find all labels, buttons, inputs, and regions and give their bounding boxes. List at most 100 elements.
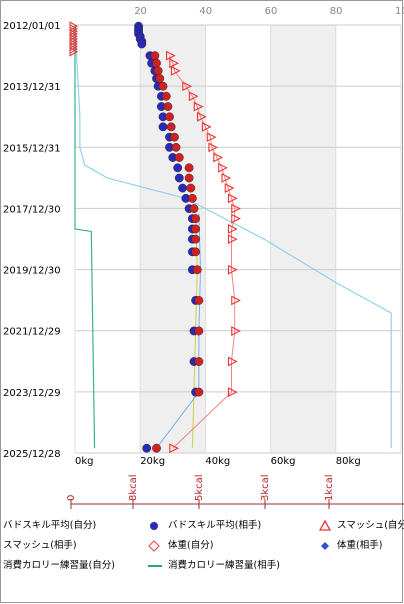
legend-label: バドスキル平均(自分): [3, 520, 97, 531]
series-3: [69, 21, 79, 57]
data-point: [194, 295, 204, 305]
data-point: [150, 51, 160, 61]
x-tick-label-top: 40: [199, 6, 212, 17]
legend-item-smash-opp: スマッシュ(相手): [3, 539, 77, 553]
data-point: [171, 142, 181, 152]
legend-label: バドスキル平均(相手): [168, 520, 262, 531]
shaded-bands: [140, 25, 336, 453]
data-point: [165, 50, 176, 61]
y-tick-label: 2015/12/31: [3, 143, 61, 154]
y-axis-ticks: 2012/01/01 2013/12/31 2015/12/31 2017/12/30…: [3, 21, 61, 460]
data-point: [231, 326, 241, 336]
data-point: [161, 91, 171, 101]
data-point: [194, 326, 204, 336]
calorie-tick-label: 8kcal: [128, 474, 139, 501]
data-point: [194, 387, 204, 397]
data-point: [69, 46, 79, 57]
x-tick-label: 20kg: [140, 456, 165, 467]
legend-label: 消費カロリー練習量(自分): [3, 560, 115, 571]
data-point: [206, 132, 217, 143]
data-point: [201, 121, 212, 132]
y-tick-label: 2012/01/01: [3, 21, 61, 32]
data-point: [170, 132, 179, 142]
data-point: [191, 214, 201, 224]
legend-label: スマッシュ(自分): [337, 520, 404, 531]
data-point: [208, 142, 219, 153]
legend-item-badminton-self-marker: バドスキル平均(相手): [148, 519, 261, 533]
calorie-tick-label: 5kcal: [194, 474, 205, 501]
x-tick-label-top: 20: [134, 6, 147, 17]
data-point: [184, 173, 194, 183]
legend-label: 体重(相手): [337, 540, 383, 551]
data-point: [173, 163, 183, 173]
legend-label: 消費カロリー練習量(相手): [168, 560, 280, 571]
calorie-tick-label: 0: [66, 495, 77, 501]
data-point: [184, 163, 194, 173]
x-tick-label: 60kg: [271, 456, 296, 467]
data-point: [182, 81, 193, 92]
chart-plot: 2012/01/01 2013/12/31 2015/12/31 2017/12/30…: [3, 6, 404, 509]
data-point: [137, 39, 147, 49]
data-point: [166, 122, 176, 132]
series-6: [74, 24, 392, 449]
data-point: [169, 443, 180, 454]
data-point: [152, 58, 161, 68]
data-point: [158, 122, 168, 132]
data-point: [227, 264, 238, 275]
data-point: [221, 173, 232, 183]
legend-item-calorie-self: 消費カロリー練習量(自分): [3, 559, 115, 573]
x-tick-label: 0kg: [75, 456, 94, 467]
data-point: [186, 183, 196, 193]
data-point: [174, 173, 184, 183]
data-point: [227, 193, 238, 204]
data-point: [231, 213, 241, 224]
data-point: [196, 111, 207, 122]
data-point: [178, 183, 187, 193]
data-point: [231, 295, 241, 306]
shaded-band: [270, 25, 336, 453]
y-tick-label: 2021/12/29: [3, 327, 61, 338]
data-point: [227, 234, 238, 245]
calorie-axis: 0 8kcal 5kcal 3kcal 1kcal: [66, 474, 404, 509]
y-tick-label: 2017/12/30: [3, 204, 61, 215]
series-line: [74, 25, 96, 449]
circle-icon: [150, 522, 158, 530]
series-2: [165, 50, 241, 454]
data-point: [188, 91, 199, 102]
diamond-icon: [148, 540, 160, 552]
line-icon: [148, 565, 162, 567]
data-point: [227, 356, 238, 367]
data-point: [155, 74, 165, 83]
data-point: [227, 387, 238, 397]
legend-item-weight-opp: 体重(相手): [319, 539, 382, 553]
x-tick-label-top: 10: [395, 6, 404, 17]
calorie-tick-label: 3kcal: [260, 474, 271, 501]
data-point: [191, 224, 201, 234]
data-point: [142, 443, 152, 453]
y-tick-label: 2019/12/30: [3, 266, 61, 277]
data-point: [169, 58, 180, 69]
data-point: [174, 153, 184, 162]
data-point: [165, 112, 174, 122]
data-point: [227, 224, 238, 234]
data-point: [170, 65, 181, 76]
data-point: [213, 152, 224, 163]
x-axis-ticks: 0kg 20kg 40kg 60kg 80kg 20 40 60 80 10: [75, 6, 404, 467]
data-point: [224, 183, 235, 193]
data-point: [231, 203, 241, 214]
data-point: [153, 66, 163, 76]
x-tick-label-top: 80: [330, 6, 343, 17]
grid-lines: [74, 24, 402, 454]
data-point: [163, 102, 173, 111]
legend-item-calorie-opp: 消費カロリー練習量(相手): [148, 559, 280, 573]
data-point: [187, 193, 197, 203]
triangle-icon: [319, 520, 331, 531]
data-point: [158, 81, 168, 91]
data-point: [192, 265, 202, 275]
y-tick-label: 2023/12/29: [3, 388, 61, 399]
legend-label: スマッシュ(相手): [3, 540, 77, 551]
legend-item-weight-self: 体重(自分): [148, 539, 213, 553]
series-layer: [69, 21, 392, 454]
data-point: [189, 204, 199, 213]
